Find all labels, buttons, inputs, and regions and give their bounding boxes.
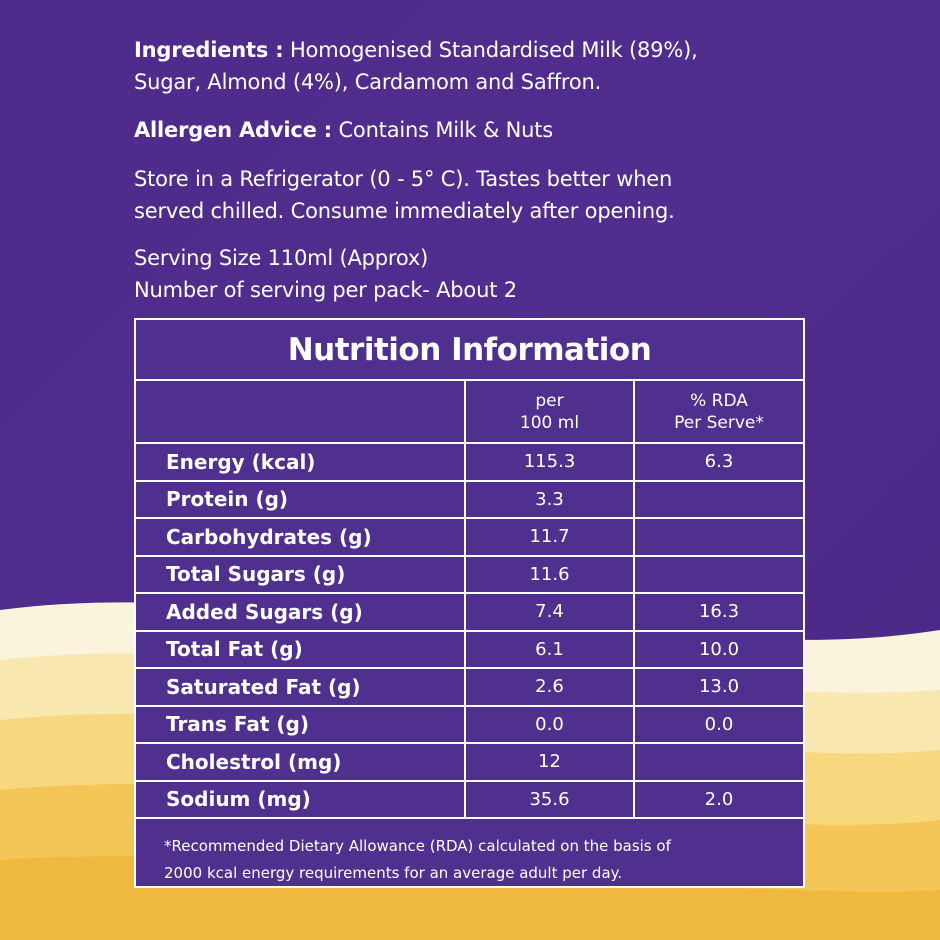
ingredients-line1: Homogenised Standardised Milk (89%),: [289, 38, 698, 62]
footnote-line2: 2000 kcal energy requirements for an ave…: [164, 864, 623, 882]
nutrition-table: Nutrition Information per 100 ml % RDA P…: [134, 318, 805, 888]
ingredients-label: Ingredients :: [134, 38, 284, 62]
header-per100-line1: per: [535, 390, 564, 411]
footnote-line1: *Recommended Dietary Allowance (RDA) cal…: [164, 837, 671, 855]
nutrient-rda: [635, 519, 803, 555]
nutrient-per100: 35.6: [466, 781, 635, 817]
table-row: Saturated Fat (g) 2.6 13.0: [136, 669, 803, 707]
nutrient-per100: 6.1: [466, 631, 635, 667]
header-per100-line2: 100 ml: [519, 412, 580, 433]
nutrient-name: Carbohydrates (g): [136, 519, 466, 555]
nutrient-rda: 10.0: [698, 638, 740, 660]
nutrient-rda: [635, 744, 803, 780]
nutrient-rda: 6.3: [704, 451, 734, 473]
rda-footnote: *Recommended Dietary Allowance (RDA) cal…: [136, 819, 803, 887]
nutrient-name: Total Fat (g): [136, 631, 466, 667]
serving-size: Serving Size 110ml (Approx): [134, 246, 429, 270]
header-per100: per 100 ml: [466, 381, 635, 442]
nutrient-per100: 11.6: [466, 556, 635, 592]
allergen-text: Contains Milk & Nuts: [338, 118, 554, 142]
ingredients-line2: Sugar, Almond (4%), Cardamom and Saffron…: [134, 70, 602, 94]
nutrient-rda: 0.0: [704, 713, 734, 735]
serving-count: Number of serving per pack- About 2: [134, 278, 517, 302]
nutrient-per100: 115.3: [466, 444, 635, 480]
nutrient-per100: 2.6: [466, 669, 635, 705]
nutrient-name: Saturated Fat (g): [136, 669, 466, 705]
nutrient-rda: [635, 482, 803, 518]
nutrient-per100: 7.4: [466, 594, 635, 630]
nutrient-name: Sodium (mg): [136, 781, 466, 817]
nutrition-header-row: per 100 ml % RDA Per Serve*: [136, 381, 803, 444]
table-row: Protein (g) 3.3: [136, 481, 803, 519]
table-row: Energy (kcal) 115.3 6.3: [136, 444, 803, 482]
nutrient-name: Total Sugars (g): [136, 556, 466, 592]
nutrient-per100: 12: [466, 744, 635, 780]
serving-info: Serving Size 110ml (Approx) Number of se…: [134, 242, 517, 306]
table-row: Cholestrol (mg) 12: [136, 744, 803, 782]
nutrient-name: Trans Fat (g): [136, 706, 466, 742]
nutrient-name: Protein (g): [136, 481, 466, 517]
nutrient-name: Added Sugars (g): [136, 594, 466, 630]
header-nutrient: [136, 381, 466, 442]
table-row: Total Sugars (g) 11.6: [136, 556, 803, 594]
storage-instructions: Store in a Refrigerator (0 - 5° C). Tast…: [134, 163, 675, 227]
header-rda-line2: Per Serve*: [674, 412, 764, 433]
storage-line1: Store in a Refrigerator (0 - 5° C). Tast…: [134, 167, 673, 191]
allergen-advice: Allergen Advice : Contains Milk & Nuts: [134, 114, 553, 146]
table-row: Trans Fat (g) 0.0 0.0: [136, 706, 803, 744]
nutrient-rda: 2.0: [704, 788, 734, 810]
nutrition-title: Nutrition Information: [136, 320, 803, 381]
allergen-label: Allergen Advice :: [134, 118, 332, 142]
nutrient-name: Cholestrol (mg): [136, 744, 466, 780]
nutrient-rda: 13.0: [698, 676, 740, 698]
table-row: Sodium (mg) 35.6 2.0: [136, 781, 803, 819]
nutrient-rda: 16.3: [698, 601, 740, 623]
ingredients-text: Ingredients : Homogenised Standardised M…: [134, 34, 698, 98]
table-row: Added Sugars (g) 7.4 16.3: [136, 594, 803, 632]
nutrient-per100: 3.3: [466, 481, 635, 517]
header-rda-line1: % RDA: [690, 390, 748, 411]
nutrient-per100: 0.0: [466, 706, 635, 742]
header-rda: % RDA Per Serve*: [635, 381, 803, 442]
table-row: Total Fat (g) 6.1 10.0: [136, 631, 803, 669]
storage-line2: served chilled. Consume immediately afte…: [134, 199, 675, 223]
table-row: Carbohydrates (g) 11.7: [136, 519, 803, 557]
nutrient-rda: [635, 557, 803, 593]
nutrient-name: Energy (kcal): [136, 444, 466, 480]
nutrient-per100: 11.7: [466, 519, 635, 555]
